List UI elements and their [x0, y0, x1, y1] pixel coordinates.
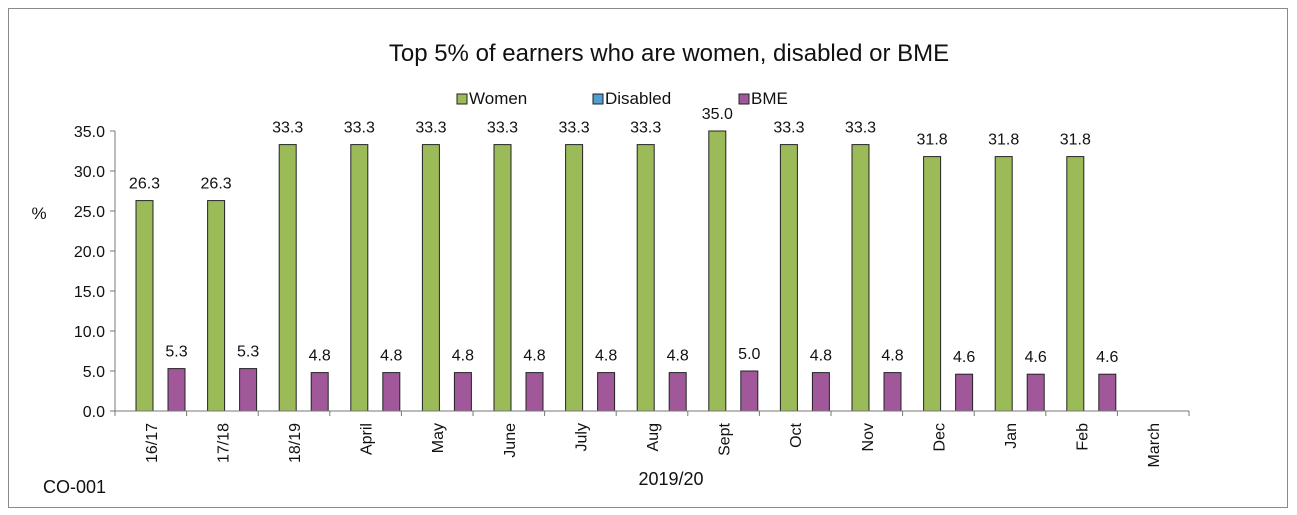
bme-value-label: 4.8	[595, 348, 617, 365]
x-axis-label: 2019/20	[638, 469, 703, 489]
chart-footnote: CO-001	[43, 477, 106, 497]
y-tick-label: 30.0	[74, 164, 105, 181]
women-value-label: 33.3	[487, 120, 518, 137]
bme-value-label: 5.0	[738, 346, 760, 363]
women-value-label: 33.3	[344, 120, 375, 137]
bme-bar	[239, 368, 258, 412]
legend-swatch	[592, 93, 604, 105]
bme-value-label: 4.8	[810, 348, 832, 365]
x-tick-label: 17/18	[215, 423, 232, 463]
chart-title: Top 5% of earners who are women, disable…	[389, 40, 949, 67]
legend-bme: BME	[738, 89, 788, 108]
bme-value-label: 4.8	[667, 348, 689, 365]
y-tick-label: 5.0	[83, 364, 105, 381]
legend-label: BME	[751, 89, 788, 108]
women-bar	[1066, 156, 1085, 412]
bme-bar	[883, 372, 902, 412]
bme-bar	[1026, 373, 1045, 412]
bme-value-label: 4.8	[881, 348, 903, 365]
legend-disabled: Disabled	[592, 89, 671, 108]
x-tick-label: Dec	[931, 423, 948, 451]
x-tick-label: Sept	[717, 422, 734, 455]
women-value-label: 26.3	[201, 176, 232, 193]
women-value-label: 31.8	[917, 132, 948, 149]
x-tick-label: June	[502, 423, 519, 458]
bme-value-label: 4.6	[953, 349, 975, 366]
x-tick-label: April	[359, 423, 376, 455]
x-tick-label: 16/17	[144, 423, 161, 463]
bme-value-label: 5.3	[237, 344, 259, 361]
x-tick-label: Oct	[788, 422, 805, 447]
x-tick-label: 18/19	[287, 423, 304, 463]
women-value-label: 33.3	[415, 120, 446, 137]
women-bar	[779, 144, 798, 412]
x-tick-label: Jan	[1003, 423, 1020, 449]
women-bar	[493, 144, 512, 412]
bme-bar	[167, 368, 186, 412]
women-value-label: 33.3	[272, 120, 303, 137]
bme-bar	[382, 372, 401, 412]
bme-value-label: 4.6	[1025, 349, 1047, 366]
x-tick-label: May	[430, 423, 447, 453]
women-bar	[636, 144, 655, 412]
women-value-label: 31.8	[1060, 132, 1091, 149]
women-value-label: 33.3	[845, 120, 876, 137]
bme-bar	[668, 372, 687, 412]
bme-bar	[740, 370, 759, 412]
bme-bar	[955, 373, 974, 412]
women-bar	[851, 144, 870, 412]
chart-frame: Top 5% of earners who are women, disable…	[8, 8, 1288, 508]
y-axis-label: %	[31, 204, 46, 223]
bme-value-label: 4.8	[452, 348, 474, 365]
women-value-label: 26.3	[129, 176, 160, 193]
x-tick-label: July	[573, 423, 590, 451]
bme-value-label: 5.3	[165, 344, 187, 361]
y-axis: 0.0 5.0 10.0 15.0 20.0 25.0 30.0 35.0	[74, 124, 116, 421]
y-tick-label: 0.0	[83, 404, 105, 421]
y-tick-label: 25.0	[74, 204, 105, 221]
bme-bar	[1098, 373, 1117, 412]
women-bar	[994, 156, 1013, 412]
women-bar	[421, 144, 440, 412]
x-tick-label: Feb	[1075, 423, 1092, 451]
y-tick-label: 35.0	[74, 124, 105, 141]
bme-value-label: 4.6	[1096, 349, 1118, 366]
data-labels: 26.3 5.3 26.3 5.3 33.3 4.8 33.3 4.8 33.3 4.8 33.3 4…	[129, 106, 1119, 366]
women-bar	[708, 130, 727, 412]
legend-women: Women	[456, 89, 527, 108]
y-tick-label: 10.0	[74, 324, 105, 341]
x-tick-label: Nov	[860, 423, 877, 451]
women-bar	[565, 144, 584, 412]
women-value-label: 35.0	[702, 106, 733, 123]
bme-bar	[525, 372, 544, 412]
legend-swatch	[738, 93, 750, 105]
legend-label: Women	[469, 89, 527, 108]
women-bar	[923, 156, 942, 412]
women-bar	[207, 200, 226, 412]
bme-value-label: 4.8	[380, 348, 402, 365]
x-tick-label: Aug	[645, 423, 662, 451]
legend-label: Disabled	[605, 89, 671, 108]
bme-value-label: 4.8	[523, 348, 545, 365]
women-value-label: 33.3	[559, 120, 590, 137]
legend-swatch	[456, 93, 468, 105]
women-bar	[278, 144, 297, 412]
bar-chart: Top 5% of earners who are women, disable…	[31, 40, 1190, 497]
x-axis: 16/17 17/18 18/19 April May June July Aug Sept Oc…	[114, 410, 1190, 467]
bme-bar	[310, 372, 329, 412]
women-value-label: 33.3	[773, 120, 804, 137]
y-tick-label: 15.0	[74, 284, 105, 301]
bme-bar	[597, 372, 616, 412]
women-value-label: 31.8	[988, 132, 1019, 149]
bme-bar	[811, 372, 830, 412]
y-tick-label: 20.0	[74, 244, 105, 261]
chart-legend: Women Disabled BME	[456, 89, 788, 108]
women-bar	[135, 200, 154, 412]
bar-series	[135, 130, 1117, 412]
women-value-label: 33.3	[630, 120, 661, 137]
bme-bar	[453, 372, 472, 412]
x-tick-label: March	[1146, 423, 1163, 467]
bme-value-label: 4.8	[309, 348, 331, 365]
women-bar	[350, 144, 369, 412]
